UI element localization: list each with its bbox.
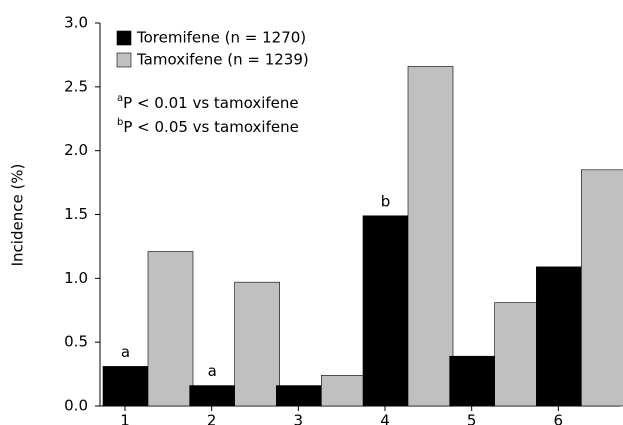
legend-swatch <box>116 52 132 68</box>
bar <box>581 169 623 407</box>
y-axis-label: Incidence (%) <box>9 164 27 267</box>
bar <box>362 215 409 407</box>
x-tick-label: 1 <box>120 412 130 425</box>
bar-label: b <box>381 192 391 210</box>
bar <box>276 385 322 407</box>
bar <box>321 375 367 407</box>
bar <box>449 355 495 407</box>
bar-label: a <box>121 343 130 361</box>
annotation: aP < 0.01 vs tamoxifene <box>117 93 299 112</box>
annotation-text: P < 0.05 vs tamoxifene <box>123 118 298 136</box>
x-tick-label: 4 <box>380 412 390 425</box>
x-tick-label: 3 <box>294 412 304 425</box>
y-tick-label: 0.0 <box>64 397 88 415</box>
annotation-marker: b <box>117 117 123 128</box>
annotation-marker: a <box>117 93 123 104</box>
y-tick-label: 3.0 <box>64 14 88 32</box>
bar <box>234 281 280 407</box>
bar-label: a <box>208 362 217 380</box>
bar <box>189 385 235 407</box>
y-tick-label: 2.5 <box>64 77 88 95</box>
x-tick-label: 5 <box>467 412 477 425</box>
bar <box>536 266 582 407</box>
bar <box>407 66 454 407</box>
x-tick-label: 6 <box>554 412 564 425</box>
y-tick-label: 0.5 <box>64 333 88 351</box>
y-tick-label: 1.5 <box>64 205 88 223</box>
bar <box>147 251 194 407</box>
annotation-text: P < 0.01 vs tamoxifene <box>123 94 298 112</box>
y-tick-label: 2.0 <box>64 141 88 159</box>
bar <box>494 302 540 407</box>
bar <box>102 366 149 407</box>
legend-swatch <box>116 30 132 46</box>
legend-label: Toremifene (n = 1270) <box>136 29 306 47</box>
y-tick-label: 1.0 <box>64 269 88 287</box>
legend-label: Tamoxifene (n = 1239) <box>136 51 309 69</box>
x-tick-label: 2 <box>207 412 217 425</box>
annotation: bP < 0.05 vs tamoxifene <box>117 117 299 136</box>
